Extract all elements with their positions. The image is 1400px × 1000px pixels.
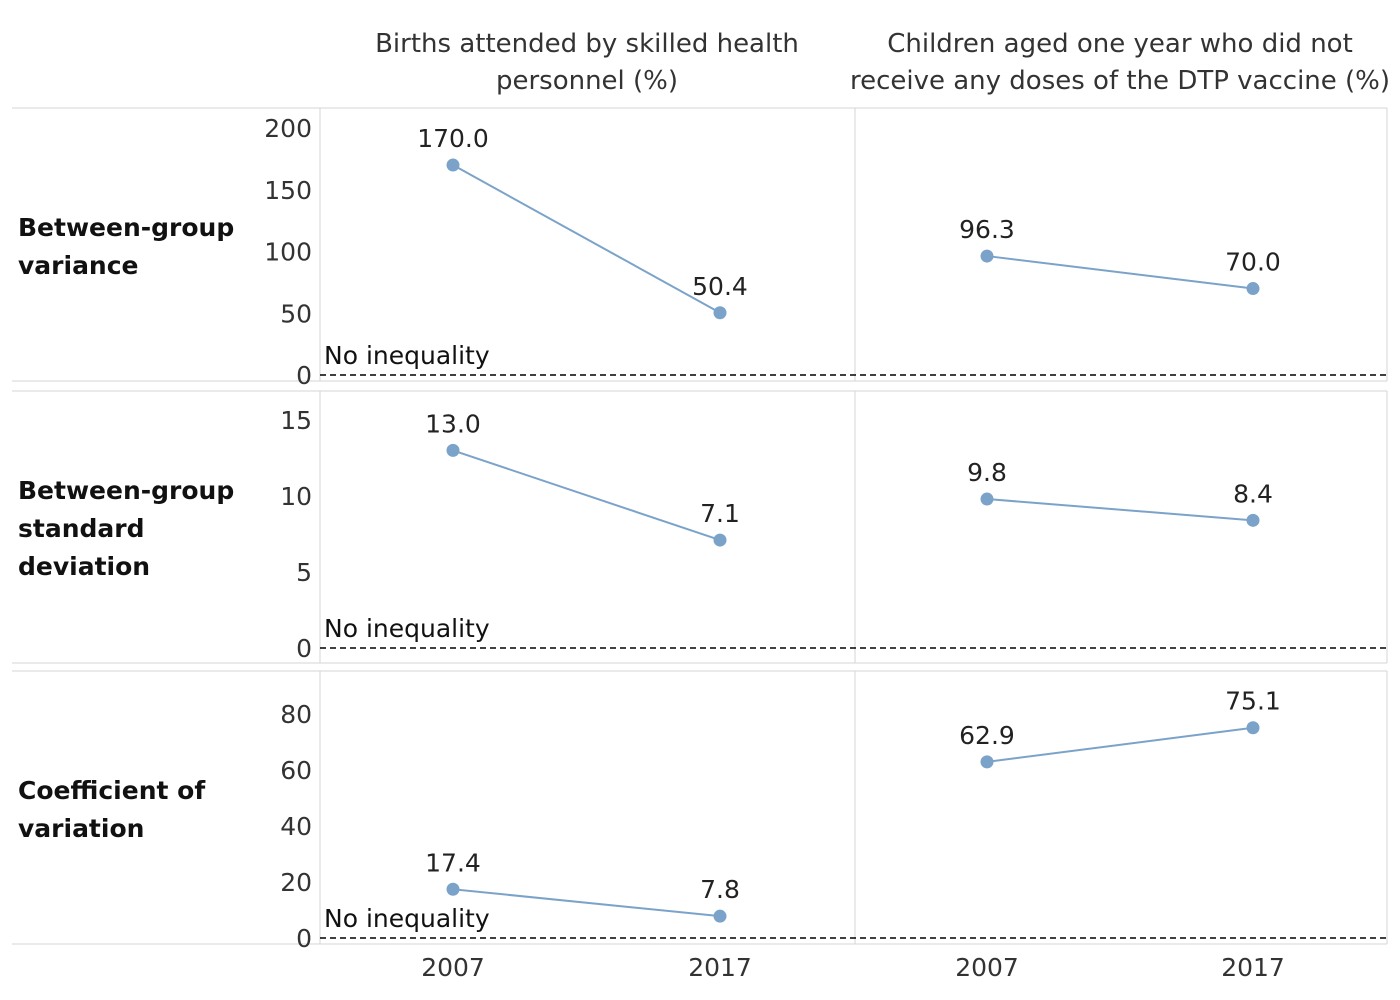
row-label: standard (18, 514, 145, 543)
reference-label: No inequality (324, 614, 490, 643)
series-line (986, 726, 1254, 763)
column-title: Births attended by skilled health (375, 29, 799, 59)
y-tick-label: 0 (296, 634, 312, 663)
y-tick-label: 200 (264, 114, 312, 143)
data-point (713, 533, 727, 547)
row-label: variance (18, 251, 139, 280)
data-label: 170.0 (417, 124, 489, 153)
data-label: 50.4 (692, 272, 748, 301)
y-tick-label: 60 (280, 756, 312, 785)
data-point (446, 443, 460, 457)
data-label: 62.9 (959, 721, 1015, 750)
row-label: deviation (18, 552, 150, 581)
row-label: variation (18, 814, 144, 843)
column-title: personnel (%) (496, 66, 678, 96)
y-tick-label: 80 (280, 700, 312, 729)
data-point (446, 882, 460, 896)
data-label: 70.0 (1225, 248, 1281, 277)
series-line (452, 164, 721, 314)
data-label: 8.4 (1233, 479, 1273, 508)
data-point (1246, 513, 1260, 527)
y-tick-label: 20 (280, 868, 312, 897)
reference-label: No inequality (324, 904, 490, 933)
data-label: 75.1 (1225, 687, 1281, 716)
column-title: receive any doses of the DTP vaccine (%) (850, 66, 1390, 96)
series-line (452, 449, 721, 542)
row-label: Between-group (18, 213, 234, 242)
series-line (986, 255, 1254, 290)
series-line (986, 498, 1254, 522)
data-point (446, 158, 460, 172)
x-tick-label: 2017 (688, 953, 752, 982)
y-tick-label: 5 (296, 558, 312, 587)
data-label: 7.1 (700, 499, 740, 528)
data-label: 17.4 (425, 848, 481, 877)
row-label: Coefficient of (18, 776, 206, 805)
data-point (1246, 721, 1260, 735)
data-label: 9.8 (967, 458, 1007, 487)
data-point (980, 249, 994, 263)
reference-label: No inequality (324, 341, 490, 370)
y-tick-label: 0 (296, 361, 312, 390)
y-tick-label: 0 (296, 924, 312, 953)
data-label: 96.3 (959, 215, 1015, 244)
y-tick-label: 50 (280, 299, 312, 328)
data-label: 13.0 (425, 409, 481, 438)
y-tick-label: 40 (280, 812, 312, 841)
data-label: 7.8 (700, 875, 740, 904)
data-point (980, 755, 994, 769)
data-point (980, 492, 994, 506)
series-line (452, 888, 721, 918)
y-tick-label: 15 (280, 406, 312, 435)
x-tick-label: 2007 (421, 953, 485, 982)
data-point (1246, 282, 1260, 296)
data-point (713, 306, 727, 320)
row-label: Between-group (18, 476, 234, 505)
y-tick-label: 100 (264, 238, 312, 267)
y-tick-label: 10 (280, 482, 312, 511)
x-tick-label: 2017 (1221, 953, 1285, 982)
column-title: Children aged one year who did not (887, 29, 1353, 59)
x-tick-label: 2007 (955, 953, 1019, 982)
data-point (713, 909, 727, 923)
y-tick-label: 150 (264, 176, 312, 205)
